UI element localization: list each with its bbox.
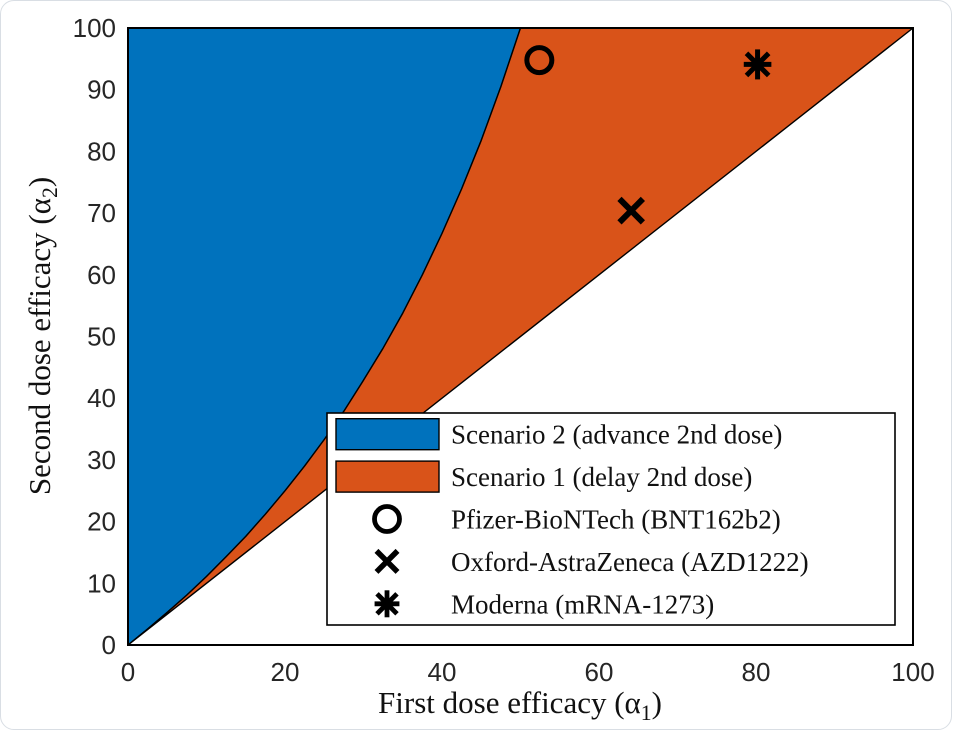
legend-swatch	[335, 460, 440, 493]
y-axis-label: Second dose efficacy (α2)	[22, 177, 62, 495]
y-tick-label: 40	[87, 383, 116, 413]
asterisk-marker-icon	[743, 49, 772, 80]
y-tick-label: 90	[87, 75, 116, 105]
legend-cross-marker-icon	[374, 548, 400, 574]
legend: Scenario 2 (advance 2nd dose) Scenario 1 …	[326, 412, 896, 626]
x-tick-label: 80	[742, 657, 771, 687]
y-tick-label: 70	[87, 198, 116, 228]
circle-marker-icon	[524, 45, 555, 76]
legend-circle-marker-icon	[372, 504, 402, 534]
x-tick-label: 0	[121, 657, 135, 687]
cross-marker-icon	[617, 196, 646, 225]
legend-entry-label: Moderna (mRNA-1273)	[451, 589, 714, 619]
y-tick-label: 60	[87, 260, 116, 290]
plot-frame	[127, 27, 914, 646]
legend-entry-label: Scenario 2 (advance 2nd dose)	[451, 420, 782, 450]
vaccine-markers	[524, 45, 772, 225]
x-tick-label: 60	[585, 657, 614, 687]
y-tick-label: 10	[87, 568, 116, 598]
x-tick-label: 20	[271, 657, 300, 687]
y-tick-label: 100	[73, 13, 116, 43]
y-tick-label: 80	[87, 136, 116, 166]
y-axis-tick-labels: 0 10 20 30 40 50 60 70 80 90 100	[73, 13, 116, 660]
legend-swatch	[335, 418, 440, 451]
y-tick-label: 0	[102, 630, 116, 660]
y-tick-label: 50	[87, 322, 116, 352]
x-axis-label: First dose efficacy (α1)	[378, 685, 662, 725]
legend-asterisk-marker-icon	[374, 590, 400, 618]
y-tick-label: 30	[87, 445, 116, 475]
y-tick-label: 20	[87, 507, 116, 537]
x-tick-label: 100	[891, 657, 934, 687]
legend-entry-label: Pfizer-BioNTech (BNT162b2)	[451, 505, 781, 535]
x-tick-label: 40	[428, 657, 457, 687]
x-axis-tick-labels: 0 20 40 60 80 100	[121, 657, 935, 687]
region-scenario1	[127, 27, 914, 646]
legend-entry-label: Scenario 1 (delay 2nd dose)	[451, 462, 752, 492]
legend-entry-label: Oxford-AstraZeneca (AZD1222)	[451, 547, 809, 577]
scenario-regions	[127, 27, 914, 646]
